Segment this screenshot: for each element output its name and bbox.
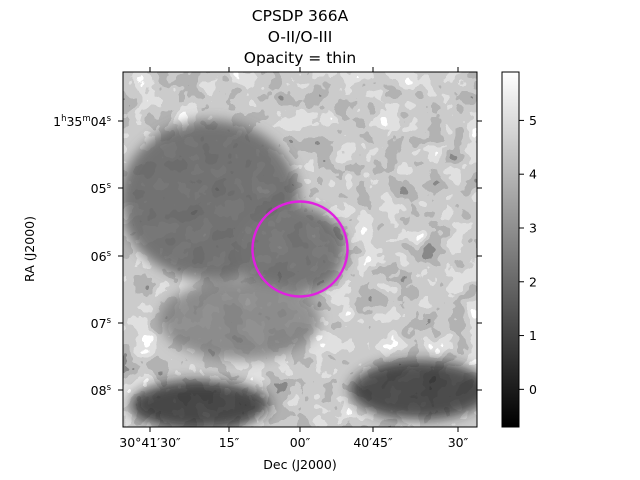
x-axis: 30°41′30″ 15″ 00″ 40′45″ 30″ — [119, 67, 469, 450]
colorbar-tick-label: 0 — [529, 382, 537, 397]
colorbar-tick-label: 3 — [529, 220, 537, 235]
intensity-image — [123, 72, 477, 427]
chart-title: CPSDP 366A — [251, 7, 349, 25]
aperture-circle — [251, 200, 349, 298]
colorbar-tick-label: 4 — [529, 167, 537, 182]
x-tick-label: 30″ — [448, 435, 469, 450]
y-tick-label: 05s — [91, 181, 112, 196]
colorbar — [501, 71, 520, 428]
x-tick-label: 00″ — [290, 435, 311, 450]
x-axis-label: Dec (J2000) — [263, 457, 336, 472]
x-tick-label: 15″ — [219, 435, 240, 450]
y-tick-label: 06s — [91, 249, 112, 264]
y-tick-label: 07s — [91, 316, 112, 331]
y-tick-label: 1h35m04s — [53, 114, 111, 129]
chart-opacity-label: Opacity = thin — [243, 49, 357, 67]
x-tick-label: 30°41′30″ — [119, 435, 181, 450]
colorbar-tick-label: 2 — [529, 274, 537, 289]
y-axis-label: RA (J2000) — [22, 216, 37, 282]
colorbar-tick-label: 5 — [529, 113, 537, 128]
colorbar-ticks: 0 1 2 3 4 5 — [519, 113, 537, 397]
x-tick-label: 40′45″ — [353, 435, 393, 450]
y-tick-label: 08s — [91, 383, 112, 398]
y-axis: 1h35m04s 05s 06s 07s 08s — [53, 114, 482, 398]
chart-subtitle: O-II/O-III — [267, 28, 333, 46]
colorbar-tick-label: 1 — [529, 328, 537, 343]
